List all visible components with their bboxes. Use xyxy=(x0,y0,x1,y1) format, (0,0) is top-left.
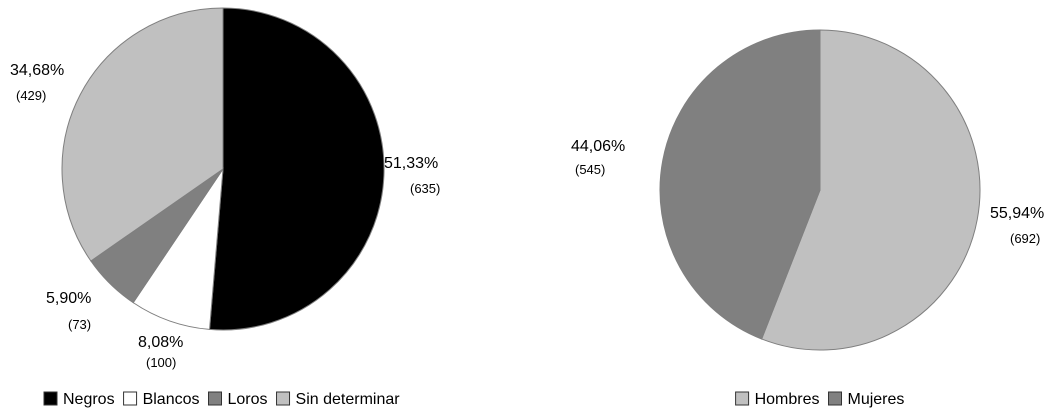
legend-label: Negros xyxy=(63,391,115,408)
pie-chart-1: 51,33% (635) 8,08% (100) 5,90% (73) 34,68% (429… xyxy=(10,7,440,408)
legend-item-hombres: Hombres xyxy=(735,391,820,408)
legend-swatch xyxy=(828,391,843,406)
slice-count-label: (100) xyxy=(146,355,176,370)
legend-swatch xyxy=(123,391,138,406)
pie-slice-negros xyxy=(208,7,385,331)
slice-count-label: (635) xyxy=(410,181,440,196)
legend-label: Sin determinar xyxy=(296,391,401,408)
slice-percent-label: 55,94% xyxy=(990,205,1044,222)
pie-slice-mujeres xyxy=(659,29,821,340)
slice-count-label: (545) xyxy=(575,162,605,177)
legend-item-loros: Loros xyxy=(208,391,268,408)
legend-swatch xyxy=(208,391,222,406)
legend-swatch xyxy=(276,391,291,406)
slice-percent-label: 51,33% xyxy=(384,155,438,172)
slice-percent-label: 5,90% xyxy=(46,290,91,307)
pie-slice-sin-determinar xyxy=(61,7,224,262)
legend-swatch xyxy=(735,391,750,406)
legend-label: Mujeres xyxy=(848,391,905,408)
pie-slice-hombres xyxy=(760,29,981,351)
legend-item-mujeres: Mujeres xyxy=(828,391,905,408)
slice-percent-label: 44,06% xyxy=(571,138,625,155)
slice-percent-label: 34,68% xyxy=(10,62,64,79)
legend-swatch xyxy=(43,391,58,406)
slice-count-label: (73) xyxy=(68,317,91,332)
pie-chart-2: 55,94% (692) 44,06% (545) Hombres Mujeres xyxy=(571,29,1044,408)
legend-1: Negros Blancos Loros Sin determinar xyxy=(43,391,401,408)
slice-count-label: (692) xyxy=(1010,231,1040,246)
legend-item-blancos: Blancos xyxy=(123,391,200,408)
legend-label: Loros xyxy=(228,391,268,408)
legend-item-sin-determinar: Sin determinar xyxy=(276,391,401,408)
slice-percent-label: 8,08% xyxy=(138,334,183,351)
legend-item-negros: Negros xyxy=(43,391,115,408)
legend-label: Hombres xyxy=(755,391,820,408)
legend-label: Blancos xyxy=(143,391,200,408)
slice-count-label: (429) xyxy=(16,88,46,103)
legend-2: Hombres Mujeres xyxy=(735,391,905,408)
